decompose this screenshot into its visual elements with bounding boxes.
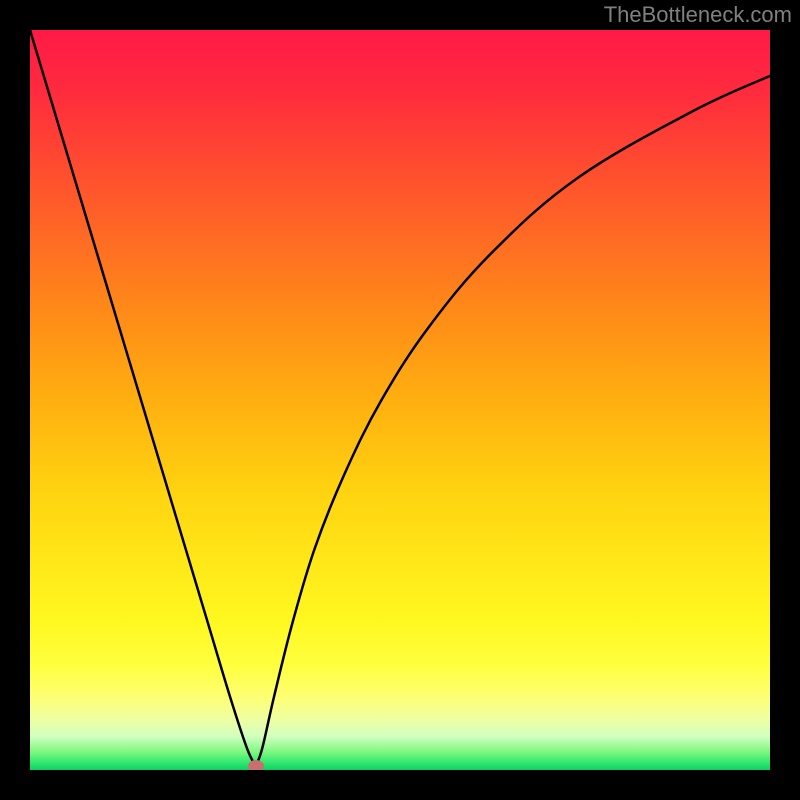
gradient-background (30, 30, 770, 770)
curve-left-branch (30, 30, 256, 766)
chart-container: TheBottleneck.com (0, 0, 800, 800)
watermark-text: TheBottleneck.com (604, 2, 792, 28)
curve-svg (30, 30, 770, 770)
curve-right-branch (256, 76, 770, 766)
minimum-marker (248, 760, 264, 770)
plot-area (30, 30, 770, 770)
